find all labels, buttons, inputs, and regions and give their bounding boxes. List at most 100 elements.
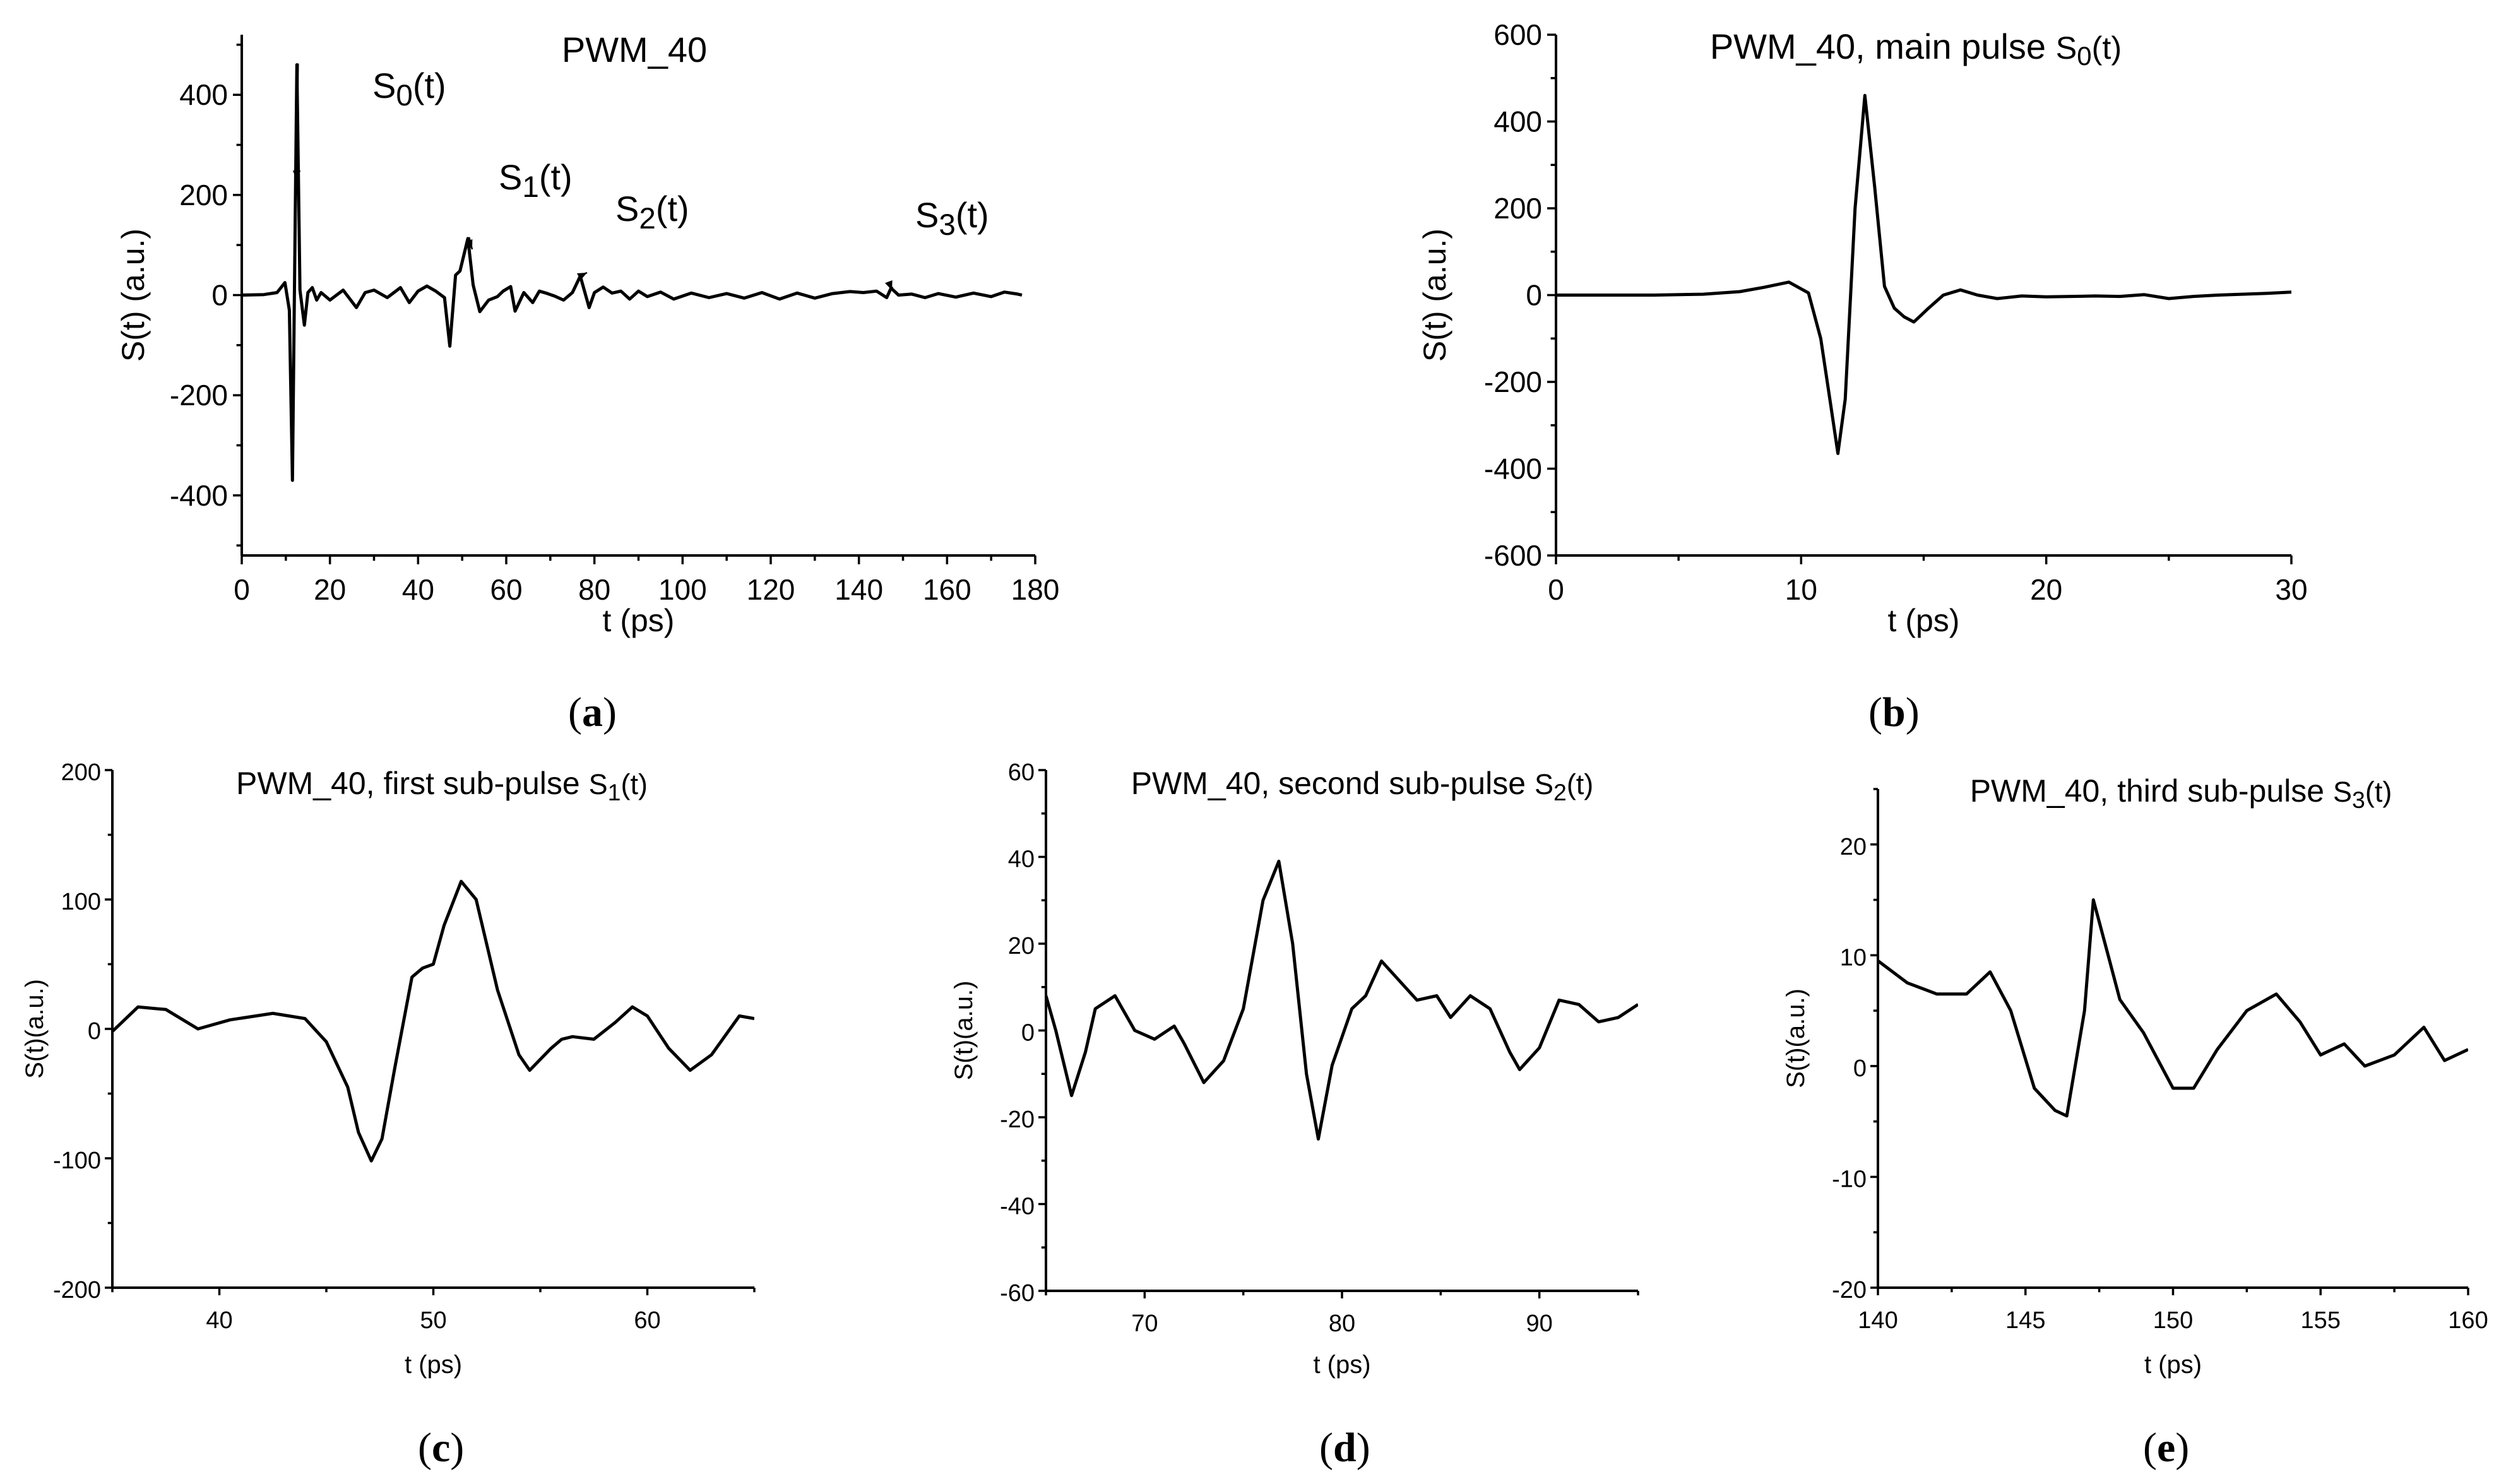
annotation-label: S1(t) bbox=[499, 157, 573, 204]
panel-label: (c) bbox=[418, 1425, 464, 1471]
annotation-label-base: S bbox=[915, 195, 939, 235]
chart-title-text: PWM_40, third sub-pulse bbox=[1970, 773, 2324, 809]
annotation-label-suffix: (t) bbox=[539, 157, 573, 197]
chart-title-sub-base: S bbox=[2333, 776, 2352, 808]
x-tick-label: 90 bbox=[1526, 1310, 1553, 1337]
chart-panel-a: 0 20 40 60 80 100 120 140 160 180-400-2000200400t… bbox=[116, 30, 1059, 735]
y-tick-label: 60 bbox=[1008, 759, 1035, 786]
chart-title-space bbox=[580, 766, 589, 801]
y-tick-label: -600 bbox=[1484, 539, 1542, 572]
y-axis-title: S(t)(a.u.) bbox=[1782, 988, 1810, 1088]
panel-label-close: ) bbox=[603, 689, 617, 735]
x-tick-label: 160 bbox=[2448, 1307, 2488, 1334]
annotation-arrowhead bbox=[465, 239, 473, 249]
annotation-arrow bbox=[295, 63, 299, 181]
chart-title-text: PWM_40, second sub-pulse bbox=[1131, 766, 1526, 801]
annotation-arrow bbox=[891, 287, 893, 291]
series-line-S1(t) bbox=[112, 879, 754, 1163]
x-tick-label: 120 bbox=[747, 573, 795, 606]
annotation-label-sub: 3 bbox=[939, 208, 955, 242]
y-tick-label: 0 bbox=[1526, 279, 1542, 312]
chart-title-sub-base: S bbox=[589, 768, 608, 800]
chart-title-sub-base: S bbox=[2056, 30, 2077, 66]
y-tick-label: 200 bbox=[1494, 192, 1542, 225]
x-axis-title: t (ps) bbox=[2144, 1351, 2202, 1379]
panel-label-letter: a bbox=[582, 689, 603, 735]
panel-label-close: ) bbox=[2175, 1425, 2189, 1471]
chart-title-sub-suffix: (t) bbox=[2092, 30, 2122, 66]
panel-label: (a) bbox=[568, 689, 617, 735]
chart-title-sub-base: S bbox=[1535, 768, 1553, 800]
y-tick-label: 0 bbox=[88, 1018, 101, 1045]
series-line-S0(t) bbox=[1556, 93, 2291, 455]
chart-panel-e: 140 145 150 155 160 -20 -10 0 10 20 t (ps) S(t)(a.u… bbox=[1782, 773, 2488, 1471]
y-tick-label: -20 bbox=[1832, 1277, 1867, 1303]
chart-title-sub-index: 2 bbox=[1553, 779, 1567, 805]
x-axis-title: t (ps) bbox=[1313, 1351, 1370, 1379]
annotation-label-suffix: (t) bbox=[413, 66, 446, 105]
y-tick-label: 20 bbox=[1840, 834, 1867, 860]
chart-title-text: PWM_40, main pulse bbox=[1710, 27, 2046, 66]
chart-title: PWM_40, main pulse S0(t) bbox=[1710, 27, 2122, 71]
annotation-arrowhead bbox=[884, 280, 893, 290]
y-tick-label: 200 bbox=[61, 759, 101, 786]
chart-panel-c: 40 50 60 -200 -100 0 100 200 t (ps) S(t)(a.u.) PWM… bbox=[21, 759, 756, 1471]
y-tick-label: 10 bbox=[1840, 944, 1867, 971]
y-tick-label: -10 bbox=[1832, 1166, 1867, 1192]
x-tick-label: 80 bbox=[578, 573, 610, 606]
y-tick-label: 100 bbox=[61, 889, 101, 915]
x-tick-label: 0 bbox=[234, 573, 250, 606]
panel-label-open: ( bbox=[1868, 689, 1882, 735]
panel-label-close: ) bbox=[450, 1425, 464, 1471]
annotation-label-base: S bbox=[615, 189, 639, 229]
x-tick-label: 10 bbox=[1785, 573, 1817, 606]
x-tick-label: 40 bbox=[402, 573, 434, 606]
x-tick-label: 50 bbox=[420, 1307, 446, 1334]
y-axis-title: S(t) (a.u.) bbox=[1417, 229, 1452, 362]
x-tick-label: 155 bbox=[2301, 1307, 2341, 1334]
annotation-label-base: S bbox=[372, 66, 396, 105]
y-tick-label: 20 bbox=[1008, 933, 1035, 959]
panel-label: (d) bbox=[1319, 1425, 1370, 1471]
annotation-label: S2(t) bbox=[615, 189, 689, 235]
x-tick-label: 145 bbox=[2005, 1307, 2045, 1334]
panel-label-close: ) bbox=[1906, 689, 1920, 735]
chart-title: PWM_40 bbox=[562, 30, 707, 69]
x-tick-label: 30 bbox=[2275, 573, 2307, 606]
x-tick-label: 20 bbox=[2030, 573, 2062, 606]
annotation-arrowhead bbox=[577, 273, 587, 281]
x-tick-label: 70 bbox=[1131, 1310, 1158, 1337]
x-tick-label: 100 bbox=[658, 573, 707, 606]
panel-label: (b) bbox=[1868, 689, 1920, 735]
annotation-label-base: S bbox=[499, 157, 522, 197]
chart-title-space bbox=[2046, 27, 2056, 66]
chart-title-sub-suffix: (t) bbox=[1567, 768, 1593, 800]
chart-title-sub-suffix: (t) bbox=[621, 768, 647, 800]
y-tick-label: -400 bbox=[1484, 453, 1542, 485]
y-tick-label: -100 bbox=[53, 1148, 101, 1174]
panel-label-open: ( bbox=[418, 1425, 432, 1471]
y-axis-title: S(t) (a.u.) bbox=[116, 229, 151, 362]
panel-label-letter: e bbox=[2157, 1425, 2175, 1471]
y-tick-label: -60 bbox=[1000, 1280, 1035, 1307]
x-tick-label: 140 bbox=[834, 573, 883, 606]
annotation-label-sub: 1 bbox=[522, 170, 538, 204]
x-axis-title: t (ps) bbox=[603, 603, 675, 638]
y-tick-label: 0 bbox=[1021, 1020, 1035, 1047]
y-tick-label: 400 bbox=[1494, 105, 1542, 138]
y-axis-title: S(t)(a.u.) bbox=[950, 981, 978, 1081]
x-axis-title: t (ps) bbox=[405, 1351, 462, 1379]
x-tick-label: 20 bbox=[314, 573, 346, 606]
x-tick-label: 160 bbox=[923, 573, 971, 606]
y-tick-label: -200 bbox=[170, 379, 228, 412]
chart-title-space bbox=[1526, 766, 1535, 801]
annotation-label: S3(t) bbox=[915, 195, 989, 242]
y-tick-label: 400 bbox=[179, 78, 228, 111]
x-tick-label: 60 bbox=[634, 1307, 660, 1334]
x-axis-title: t (ps) bbox=[1888, 603, 1960, 638]
x-tick-label: 40 bbox=[206, 1307, 232, 1334]
x-tick-label: 80 bbox=[1329, 1310, 1355, 1337]
chart-title-space bbox=[2324, 773, 2333, 809]
annotation-label: S0(t) bbox=[372, 66, 446, 112]
